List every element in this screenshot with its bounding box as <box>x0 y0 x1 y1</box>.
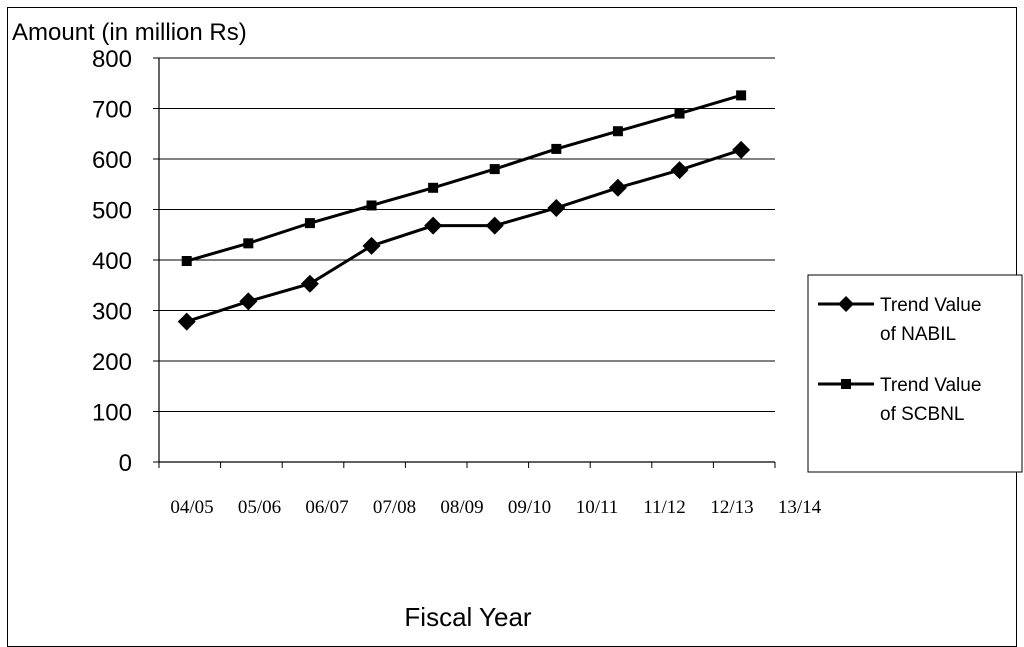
data-point-diamond <box>608 178 627 197</box>
series-line <box>186 93 742 263</box>
y-tick-label: 800 <box>92 46 132 73</box>
data-point-square <box>428 182 439 193</box>
y-tick-label: 400 <box>92 248 132 275</box>
data-point-square <box>181 256 192 267</box>
data-point-square <box>304 218 315 229</box>
y-tick-label: 600 <box>92 147 132 174</box>
x-tick-label: 05/06 <box>238 497 281 518</box>
data-point-diamond <box>300 274 319 293</box>
data-point-diamond <box>547 198 566 217</box>
data-point-square <box>674 108 685 119</box>
x-tick-label: 04/05 <box>170 497 213 518</box>
legend-label: of NABIL <box>880 324 956 345</box>
x-tick-label: 13/14 <box>778 497 822 518</box>
data-point-square <box>366 200 377 211</box>
y-tick-label: 200 <box>92 349 132 376</box>
y-tick-label: 0 <box>119 450 132 477</box>
data-point-diamond <box>362 236 381 255</box>
data-point-square <box>489 164 500 175</box>
data-point-square <box>736 90 747 101</box>
data-point-square <box>243 238 254 249</box>
gridlines <box>159 57 775 412</box>
x-axis-title: Fiscal Year <box>404 602 532 632</box>
legend: Trend Value of NABIL Trend Value of SCBNL <box>807 274 1023 473</box>
y-tick-label: 700 <box>92 97 132 124</box>
x-tick-label: 07/08 <box>373 497 416 518</box>
x-tick-label: 12/13 <box>710 497 753 518</box>
data-point-diamond <box>177 312 196 331</box>
data-point-diamond <box>424 216 443 235</box>
x-tick-label: 11/12 <box>643 497 686 518</box>
x-tick-label: 08/09 <box>440 497 483 518</box>
data-point-square <box>551 143 562 154</box>
series-line <box>186 148 742 324</box>
axes: 0 100 200 300 400 500 600 700 800 04/05 05/06 06/07… <box>92 46 822 518</box>
data-point-square <box>612 126 623 137</box>
data-point-diamond <box>732 140 751 159</box>
x-tick-label: 09/10 <box>508 497 551 518</box>
legend-label: Trend Value <box>880 295 981 316</box>
legend-marker-diamond <box>838 296 854 312</box>
data-point-diamond <box>239 292 258 311</box>
legend-label: Trend Value <box>880 375 981 396</box>
y-axis-title: Amount (in million Rs) <box>12 19 247 46</box>
series <box>177 90 751 331</box>
y-tick-label: 500 <box>92 198 132 225</box>
data-point-diamond <box>670 161 689 180</box>
y-tick-label: 300 <box>92 299 132 326</box>
y-tick-label: 100 <box>92 400 132 427</box>
x-tick-label: 10/11 <box>576 497 619 518</box>
legend-label: of SCBNL <box>880 404 964 425</box>
x-tick-label: 06/07 <box>305 497 348 518</box>
legend-marker-square <box>841 379 851 389</box>
data-point-diamond <box>485 216 504 235</box>
